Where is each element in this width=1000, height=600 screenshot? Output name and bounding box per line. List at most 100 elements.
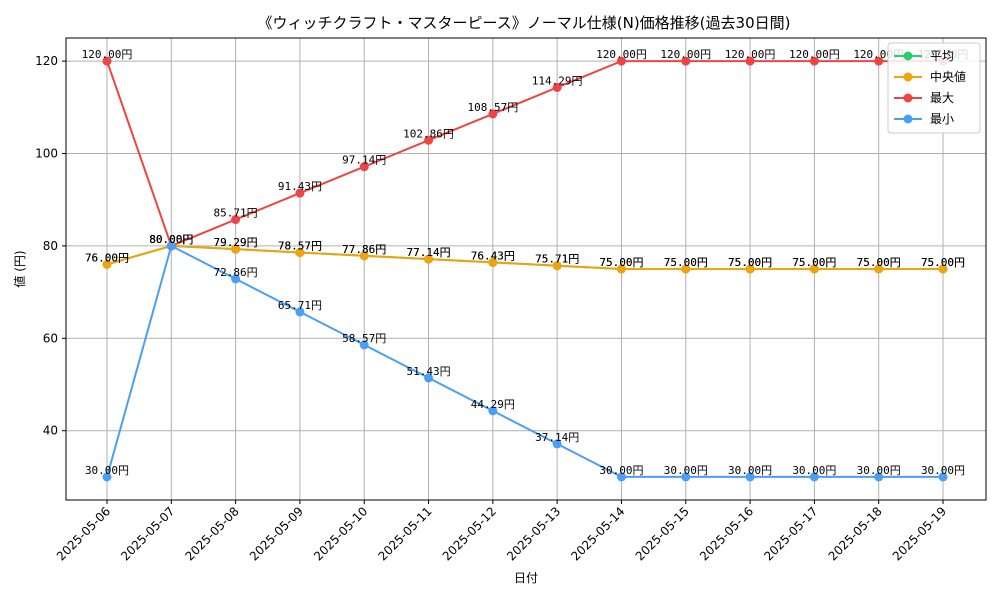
data-label-3: 51.43円	[406, 365, 450, 378]
x-tick-label: 2025-05-11	[375, 504, 434, 563]
legend-swatch-marker	[903, 72, 913, 82]
data-point-1	[745, 264, 755, 274]
data-label-2: 102.86円	[403, 127, 454, 140]
chart-title: 《ウィッチクラフト・マスターピース》ノーマル仕様(N)価格推移(過去30日間)	[258, 14, 791, 32]
data-point-2	[681, 56, 691, 66]
data-point-3	[102, 472, 112, 482]
data-label-1: 75.00円	[792, 256, 836, 269]
data-point-1	[874, 264, 884, 274]
legend-swatch-marker	[903, 93, 913, 103]
data-label-3: 65.71円	[278, 299, 322, 312]
data-label-3: 30.00円	[728, 464, 772, 477]
data-point-2	[295, 188, 305, 198]
data-label-3: 58.57円	[342, 332, 386, 345]
data-label-1: 75.00円	[921, 256, 965, 269]
data-point-3	[874, 472, 884, 482]
data-label-2: 120.00円	[660, 48, 711, 61]
legend-swatch-marker	[903, 114, 913, 124]
data-label-0: 78.57円	[278, 240, 322, 253]
x-tick-label: 2025-05-10	[311, 504, 370, 563]
y-axis-label: 値 (円)	[12, 250, 27, 287]
data-point-1	[488, 257, 498, 267]
data-label-1: 77.14円	[406, 246, 450, 259]
y-tick-label: 100	[35, 147, 58, 161]
data-label-0: 75.00円	[728, 256, 772, 269]
data-point-3	[809, 472, 819, 482]
data-label-2: 114.29円	[532, 74, 583, 87]
data-label-3: 72.86円	[214, 266, 258, 279]
data-point-3	[166, 241, 176, 251]
data-label-1: 79.29円	[214, 236, 258, 249]
data-label-1: 78.57円	[278, 240, 322, 253]
data-label-0: 76.43円	[471, 249, 515, 262]
data-point-3	[359, 340, 369, 350]
data-point-1	[809, 264, 819, 274]
data-label-0: 75.00円	[664, 256, 708, 269]
data-point-2	[745, 56, 755, 66]
y-tick-label: 60	[43, 331, 58, 345]
data-label-0: 76.00円	[85, 251, 129, 264]
series-line-2	[106, 60, 943, 248]
x-tick-label: 2025-05-09	[247, 504, 306, 563]
x-tick-label: 2025-05-17	[761, 504, 820, 563]
data-label-3: 30.00円	[921, 464, 965, 477]
data-label-1: 76.43円	[471, 249, 515, 262]
y-tick-label: 40	[43, 424, 58, 438]
data-label-3: 80.00円	[149, 233, 193, 246]
data-point-3	[938, 472, 948, 482]
data-label-3: 30.00円	[857, 464, 901, 477]
data-label-2: 85.71円	[214, 207, 258, 220]
legend-entry: 最大	[930, 91, 954, 105]
legend-entry: 最小	[930, 112, 954, 126]
data-label-3: 44.29円	[471, 398, 515, 411]
x-tick-label: 2025-05-12	[440, 504, 499, 563]
data-point-1	[295, 248, 305, 258]
data-label-0: 75.00円	[792, 256, 836, 269]
x-tick-label: 2025-05-13	[504, 504, 563, 563]
data-point-3	[231, 274, 241, 284]
data-point-2	[809, 56, 819, 66]
data-label-1: 77.86円	[342, 243, 386, 256]
data-point-2	[424, 135, 434, 145]
data-point-3	[295, 307, 305, 317]
data-label-2: 120.00円	[789, 48, 840, 61]
data-point-3	[745, 472, 755, 482]
data-label-1: 76.00円	[85, 251, 129, 264]
data-label-2: 120.00円	[82, 48, 133, 61]
data-label-1: 75.00円	[728, 256, 772, 269]
data-point-2	[359, 162, 369, 172]
data-label-1: 75.71円	[535, 253, 579, 266]
x-tick-label: 2025-05-06	[54, 504, 113, 563]
data-label-0: 75.71円	[535, 253, 579, 266]
data-label-2: 97.14円	[342, 154, 386, 167]
data-point-3	[552, 439, 562, 449]
series-line-1	[106, 244, 943, 270]
data-point-3	[424, 373, 434, 383]
x-tick-label: 2025-05-14	[568, 504, 627, 563]
data-label-0: 77.86円	[342, 243, 386, 256]
data-label-2: 120.00円	[596, 48, 647, 61]
data-label-3: 37.14円	[535, 431, 579, 444]
data-labels: 76.00円 80.00円 79.29円 78.57円 77.86円 77.14円 76.4…	[82, 48, 969, 477]
data-label-1: 75.00円	[599, 256, 643, 269]
data-label-3: 30.00円	[792, 464, 836, 477]
data-point-1	[102, 259, 112, 269]
data-label-2: 91.43円	[278, 180, 322, 193]
data-label-2: 108.57円	[467, 101, 518, 114]
data-point-3	[681, 472, 691, 482]
data-point-2	[552, 82, 562, 92]
data-point-1	[552, 261, 562, 271]
data-label-0: 79.29円	[214, 236, 258, 249]
data-label-2: 120.00円	[725, 48, 776, 61]
x-tick-label: 2025-05-16	[697, 504, 756, 563]
data-label-0: 75.00円	[857, 256, 901, 269]
x-tick-label: 2025-05-08	[183, 504, 242, 563]
data-point-1	[424, 254, 434, 264]
data-point-1	[616, 264, 626, 274]
data-label-0: 77.14円	[406, 246, 450, 259]
data-label-3: 30.00円	[85, 464, 129, 477]
data-point-1	[231, 244, 241, 254]
data-point-2	[616, 56, 626, 66]
